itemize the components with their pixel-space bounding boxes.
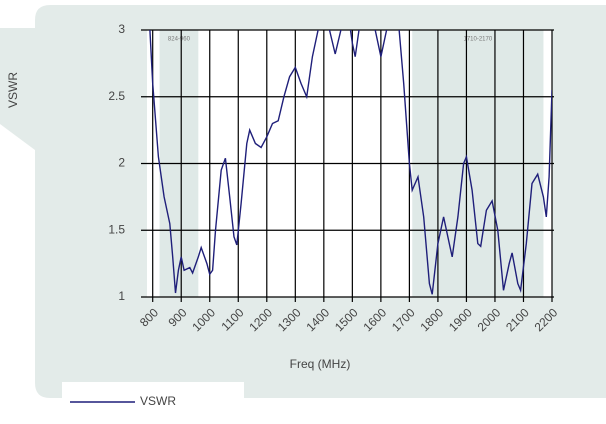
y-tick-label: 3 — [118, 22, 125, 36]
series-line — [149, 30, 552, 295]
x-axis-label: Freq (MHz) — [290, 357, 351, 371]
y-tick-label: 1.5 — [108, 222, 125, 236]
band-label: 1710-2170 — [463, 37, 492, 43]
y-tick-label: 2.5 — [108, 89, 125, 103]
band-label: 824-960 — [168, 37, 191, 43]
y-tick-label: 1 — [118, 289, 125, 303]
legend-label: VSWR — [140, 394, 176, 408]
y-tick-label: 2 — [118, 156, 125, 170]
side-tab — [0, 28, 35, 150]
legend-box — [62, 382, 244, 424]
y-axis-label: VSWR — [6, 72, 20, 108]
